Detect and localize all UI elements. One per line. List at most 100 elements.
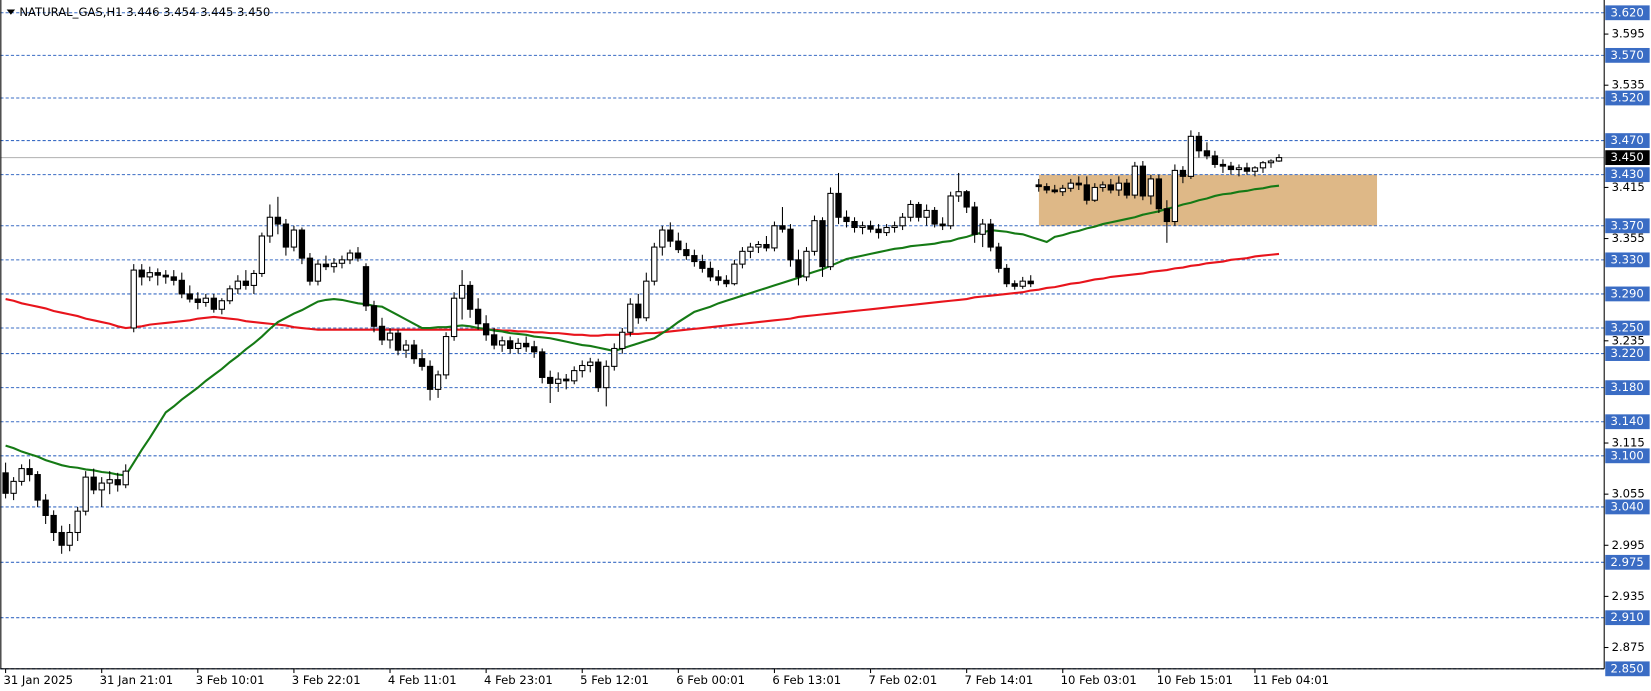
candle-body: [218, 300, 226, 310]
candle-body: [1203, 150, 1211, 157]
candle-body: [314, 263, 322, 282]
candle-body: [939, 223, 946, 227]
y-tick-label: 3.115: [1612, 436, 1645, 450]
candle-body: [987, 223, 994, 248]
candle-body: [899, 216, 906, 227]
candle-body: [170, 276, 177, 281]
candle-body: [1011, 283, 1018, 287]
candle-body: [747, 246, 754, 252]
level-label: 3.290: [1611, 286, 1644, 300]
level-label: 3.180: [1611, 380, 1644, 394]
candle-body: [947, 195, 954, 227]
moving-average: [5, 252, 1280, 337]
level-label: 3.620: [1611, 5, 1644, 19]
candle-body: [282, 223, 290, 248]
candle-body: [234, 280, 242, 290]
candle-body: [1091, 186, 1098, 201]
candle-body: [442, 336, 450, 376]
candle-body: [306, 257, 314, 282]
candle-body: [474, 308, 482, 325]
y-tick-label: 2.875: [1612, 640, 1645, 654]
candle-body: [579, 364, 586, 372]
level-label: 2.910: [1611, 610, 1644, 624]
candle-body: [362, 266, 370, 307]
candle-body: [378, 325, 386, 341]
candle-body: [50, 514, 57, 534]
level-label-box: [1605, 286, 1650, 302]
candle-body: [651, 246, 658, 282]
candle-body: [514, 342, 522, 349]
candle-body: [755, 243, 762, 248]
candle-body: [667, 229, 674, 242]
candle-body: [194, 298, 201, 303]
candle-body: [34, 474, 41, 501]
candle-body: [619, 331, 626, 349]
level-label: 3.100: [1611, 448, 1644, 462]
candle-body: [659, 229, 666, 248]
candle-body: [811, 220, 818, 252]
candle-body: [1027, 280, 1034, 285]
candle-body: [971, 206, 978, 235]
current-price-box: [1605, 150, 1650, 166]
candle-body: [186, 293, 193, 300]
candle-body: [1275, 157, 1283, 162]
candle-body: [707, 267, 714, 278]
candle-body: [466, 284, 474, 310]
candle-body: [114, 479, 121, 486]
candle-body: [138, 269, 145, 278]
candle-body: [458, 284, 466, 299]
x-tick-label: 10 Feb 15:01: [1157, 673, 1233, 687]
candle-body: [266, 216, 274, 237]
candle-body: [1075, 182, 1082, 186]
candle-body: [595, 361, 602, 389]
x-tick-label: 4 Feb 11:01: [388, 673, 457, 687]
candle-body: [410, 344, 418, 360]
candle-body: [482, 323, 490, 336]
candle-body: [298, 229, 306, 259]
candle-body: [250, 272, 258, 286]
level-label: 3.040: [1611, 499, 1644, 513]
candle-body: [1211, 155, 1219, 165]
candle-body: [1259, 162, 1267, 169]
x-tick-label: 11 Feb 04:01: [1253, 673, 1329, 687]
candle-body: [795, 259, 802, 278]
candle-body: [523, 342, 530, 348]
level-label: 2.850: [1611, 661, 1644, 675]
candle-body: [835, 192, 842, 218]
x-tick-label: 7 Feb 14:01: [965, 673, 1034, 687]
y-tick-label: 3.355: [1612, 231, 1645, 245]
candle-body: [611, 347, 618, 367]
candle-body: [739, 250, 746, 265]
candle-body: [1267, 160, 1275, 164]
candle-body: [1163, 208, 1171, 223]
candle-body: [1019, 280, 1026, 287]
candle-body: [74, 510, 81, 534]
candle-body: [370, 305, 378, 327]
level-label: 3.140: [1611, 414, 1644, 428]
candle-body: [891, 225, 898, 229]
candle-body: [1187, 135, 1195, 177]
x-tick-label: 10 Feb 03:01: [1061, 673, 1137, 687]
candle-body: [394, 332, 402, 351]
level-label-box: [1605, 499, 1650, 515]
candle-body: [58, 531, 65, 546]
candle-body: [258, 235, 266, 275]
y-tick-label: 3.235: [1612, 333, 1645, 347]
candle-body: [763, 243, 770, 249]
candle-body: [42, 499, 49, 516]
candle-body: [202, 297, 209, 303]
candle-body: [418, 358, 426, 367]
candle-body: [1107, 184, 1114, 191]
level-label-box: [1605, 346, 1650, 361]
candle-body: [330, 262, 338, 268]
candle-body: [82, 476, 89, 512]
level-label-box: [1605, 252, 1650, 268]
candle-body: [1115, 182, 1122, 191]
candle-body: [683, 249, 690, 257]
candle-body: [779, 225, 786, 230]
y-tick-label: 2.935: [1612, 589, 1645, 603]
level-label-box: [1605, 414, 1650, 430]
candle-body: [226, 288, 234, 302]
level-label-box: [1605, 448, 1650, 464]
